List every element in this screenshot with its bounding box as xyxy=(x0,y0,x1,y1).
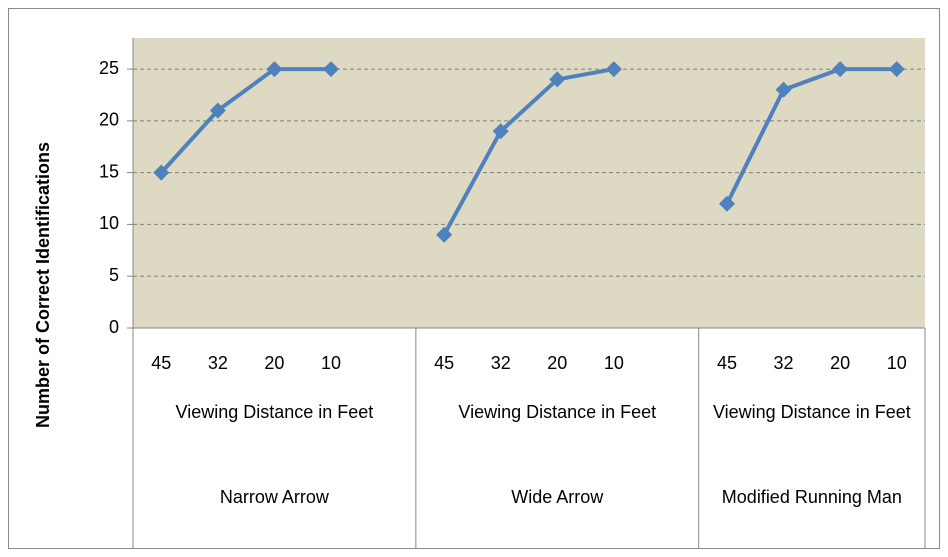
marker xyxy=(492,123,509,140)
marker xyxy=(266,61,283,78)
x-tick-label: 45 xyxy=(717,353,737,373)
marker xyxy=(436,226,453,243)
x-tick-label: 10 xyxy=(604,353,624,373)
group-label: Wide Arrow xyxy=(511,487,604,507)
x-tick-label: 45 xyxy=(434,353,454,373)
x-tick-label: 10 xyxy=(321,353,341,373)
marker xyxy=(775,81,792,98)
y-tick-label: 25 xyxy=(99,58,119,78)
y-tick-label: 10 xyxy=(99,213,119,233)
y-tick-label: 20 xyxy=(99,110,119,130)
x-axis-label: Viewing Distance in Feet xyxy=(713,402,911,422)
x-tick-label: 32 xyxy=(208,353,228,373)
x-tick-label: 10 xyxy=(887,353,907,373)
marker xyxy=(719,195,735,212)
line xyxy=(159,67,331,174)
marker xyxy=(549,71,566,88)
marker xyxy=(323,61,339,78)
line xyxy=(725,67,897,205)
x-tick-label: 20 xyxy=(264,353,284,373)
group-label: Narrow Arrow xyxy=(220,487,330,507)
x-axis-label: Viewing Distance in Feet xyxy=(458,402,656,422)
y-tick-label: 15 xyxy=(99,161,119,181)
marker xyxy=(153,164,170,181)
marker xyxy=(888,61,905,78)
x-axis-label: Viewing Distance in Feet xyxy=(176,402,374,422)
y-tick-label: 0 xyxy=(109,317,119,337)
y-tick-label: 5 xyxy=(109,265,119,285)
x-tick-label: 20 xyxy=(830,353,850,373)
x-tick-label: 32 xyxy=(774,353,794,373)
x-tick-label: 20 xyxy=(547,353,567,373)
y-axis-label: Number of Correct Identifications xyxy=(33,142,53,428)
x-tick-label: 45 xyxy=(151,353,171,373)
marker xyxy=(209,102,226,119)
line xyxy=(442,67,615,236)
group-label: Modified Running Man xyxy=(722,487,902,507)
marker xyxy=(605,61,622,78)
marker xyxy=(832,61,849,78)
x-tick-label: 32 xyxy=(491,353,511,373)
